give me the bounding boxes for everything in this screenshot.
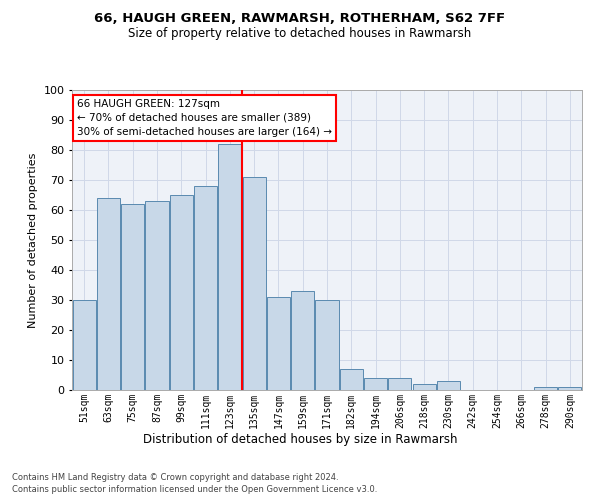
- Bar: [340, 369, 363, 390]
- Bar: [97, 198, 120, 390]
- Bar: [534, 387, 557, 390]
- Bar: [121, 204, 144, 390]
- Bar: [364, 378, 387, 390]
- Text: 66 HAUGH GREEN: 127sqm
← 70% of detached houses are smaller (389)
30% of semi-de: 66 HAUGH GREEN: 127sqm ← 70% of detached…: [77, 99, 332, 137]
- Bar: [316, 300, 338, 390]
- Bar: [437, 381, 460, 390]
- Bar: [170, 195, 193, 390]
- Bar: [291, 291, 314, 390]
- Bar: [267, 297, 290, 390]
- Bar: [559, 387, 581, 390]
- Bar: [388, 378, 412, 390]
- Bar: [145, 201, 169, 390]
- Text: Size of property relative to detached houses in Rawmarsh: Size of property relative to detached ho…: [128, 28, 472, 40]
- Text: Distribution of detached houses by size in Rawmarsh: Distribution of detached houses by size …: [143, 432, 457, 446]
- Bar: [218, 144, 241, 390]
- Text: 66, HAUGH GREEN, RAWMARSH, ROTHERHAM, S62 7FF: 66, HAUGH GREEN, RAWMARSH, ROTHERHAM, S6…: [94, 12, 506, 26]
- Bar: [242, 177, 266, 390]
- Y-axis label: Number of detached properties: Number of detached properties: [28, 152, 38, 328]
- Text: Contains HM Land Registry data © Crown copyright and database right 2024.: Contains HM Land Registry data © Crown c…: [12, 472, 338, 482]
- Text: Contains public sector information licensed under the Open Government Licence v3: Contains public sector information licen…: [12, 485, 377, 494]
- Bar: [194, 186, 217, 390]
- Bar: [413, 384, 436, 390]
- Bar: [73, 300, 95, 390]
